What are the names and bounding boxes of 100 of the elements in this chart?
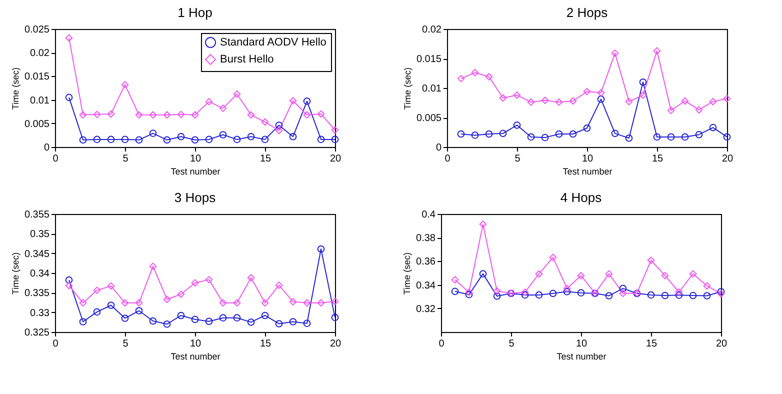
x-tick-label: 10: [582, 154, 594, 164]
point: [107, 110, 115, 118]
point: [661, 292, 669, 300]
y-tick-label: 0.02: [422, 24, 442, 36]
point: [647, 291, 655, 299]
point: [275, 282, 283, 289]
point: [465, 288, 473, 296]
y-tick-label: 0.4: [422, 210, 436, 220]
point: [521, 291, 529, 299]
point: [521, 288, 529, 296]
point: [709, 98, 717, 106]
point: [317, 110, 325, 118]
point: [499, 130, 507, 138]
point: [563, 288, 571, 296]
point: [275, 122, 283, 129]
point: [79, 136, 87, 144]
point: [625, 98, 633, 106]
point: [317, 245, 325, 253]
y-tick-label: 0.35: [30, 229, 50, 240]
x-tick-label: 0: [444, 154, 451, 164]
x-tick-label: 20: [330, 154, 342, 164]
y-tick-label: 0.38: [416, 233, 436, 244]
x-tick-label: 10: [576, 338, 588, 350]
point: [247, 318, 255, 326]
point: [513, 122, 521, 129]
point: [163, 111, 171, 119]
x-axis-title: Test number: [562, 166, 612, 176]
point: [639, 91, 647, 99]
point: [289, 298, 297, 306]
y-tick-label: 0.015: [416, 54, 442, 65]
point: [493, 292, 501, 300]
point: [619, 290, 627, 298]
point: [107, 136, 115, 144]
point: [107, 302, 115, 309]
point: [303, 320, 311, 327]
point: [577, 272, 585, 280]
point: [563, 284, 571, 292]
point: [149, 262, 157, 270]
legend-label: Standard AODV Hello: [220, 36, 326, 48]
point: [121, 81, 129, 88]
point: [303, 111, 311, 119]
x-tick-label: 5: [122, 154, 129, 164]
point: [499, 94, 507, 102]
point: [583, 124, 591, 132]
point: [289, 132, 297, 140]
point: [709, 124, 717, 132]
point: [261, 312, 269, 320]
point: [205, 318, 213, 326]
point: [597, 89, 605, 96]
point: [93, 308, 101, 316]
point: [535, 291, 543, 299]
point: [149, 130, 157, 137]
point: [135, 111, 143, 119]
point: [639, 78, 647, 86]
x-tick-label: 15: [652, 154, 664, 164]
x-tick-label: 15: [260, 154, 272, 164]
point: [331, 314, 339, 322]
y-tick-label: 0.355: [24, 210, 50, 220]
y-axis-title: Time (sec): [10, 67, 20, 110]
point: [717, 288, 725, 296]
y-tick-label: 0.015: [24, 72, 50, 83]
point: [219, 131, 227, 138]
point: [569, 97, 577, 105]
point: [317, 299, 325, 307]
point: [653, 133, 661, 141]
point: [723, 133, 731, 141]
point: [191, 279, 199, 286]
point: [471, 69, 479, 76]
y-tick-label: 0.345: [24, 248, 50, 260]
point: [93, 286, 101, 294]
point: [479, 270, 487, 278]
point: [703, 292, 711, 300]
chart-title: 1 Hop: [178, 5, 212, 20]
y-tick-label: 0.005: [416, 113, 442, 124]
point: [451, 276, 459, 284]
y-tick-label: 0.02: [30, 48, 50, 60]
point: [569, 130, 577, 138]
point: [493, 287, 501, 295]
legend-label: Burst Hello: [220, 54, 274, 66]
point: [163, 296, 171, 304]
point: [191, 136, 199, 144]
point: [275, 320, 283, 328]
point: [261, 136, 269, 144]
point: [163, 320, 171, 328]
point: [93, 110, 101, 118]
y-tick-label: 0: [44, 142, 50, 154]
chart-title: 4 Hops: [560, 190, 602, 205]
point: [289, 318, 297, 326]
point: [555, 130, 563, 138]
y-axis-title: Time (sec): [402, 67, 412, 110]
point: [135, 299, 143, 307]
point: [121, 314, 129, 322]
point: [107, 282, 115, 290]
x-axis-title: Test number: [556, 352, 606, 362]
point: [527, 133, 535, 141]
chart-title: 2 Hops: [566, 5, 608, 20]
point: [219, 299, 227, 307]
y-tick-label: 0.01: [30, 95, 50, 106]
point: [331, 298, 339, 305]
point: [625, 134, 633, 142]
